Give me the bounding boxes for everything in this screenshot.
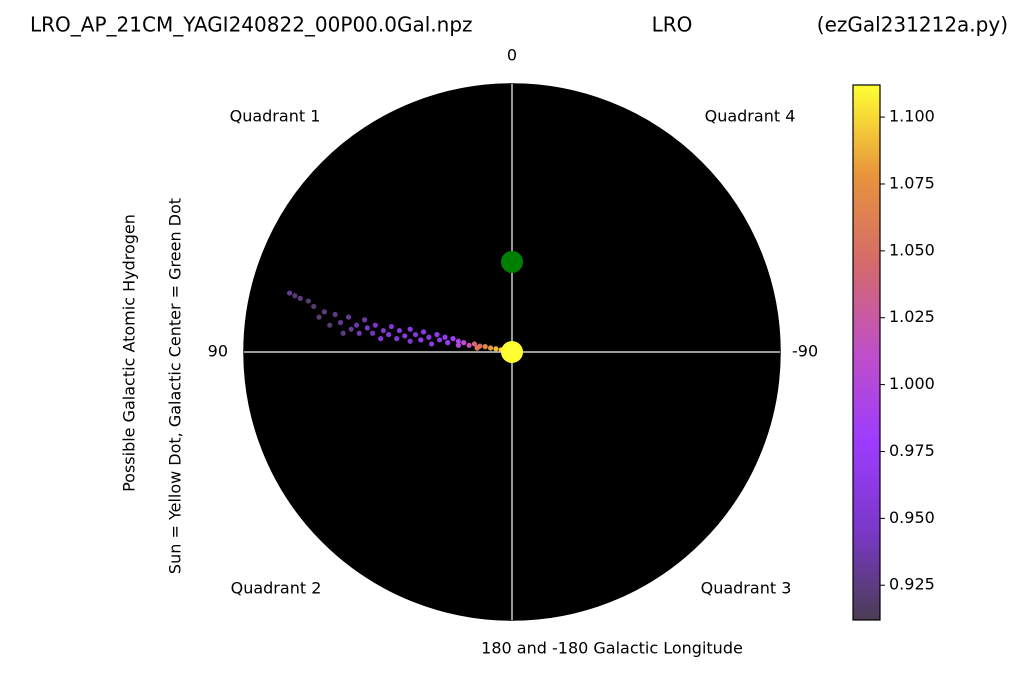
data-point	[362, 317, 368, 323]
data-point	[364, 325, 370, 331]
data-point	[407, 338, 413, 344]
galactic-center-dot	[501, 250, 523, 273]
data-point	[442, 334, 448, 340]
data-point	[455, 342, 461, 348]
data-point	[337, 319, 344, 326]
data-point	[380, 327, 386, 334]
title-left: LRO_AP_21CM_YAGI240822_00P00.0Gal.npz	[30, 13, 473, 37]
data-point	[305, 298, 311, 304]
colorbar-tick-label: 1.050	[889, 240, 935, 259]
data-point	[466, 342, 472, 348]
title-right: (ezGal231212a.py)	[817, 13, 1008, 37]
colorbar-tick-label: 0.950	[889, 508, 935, 527]
data-point	[370, 330, 376, 336]
data-point	[388, 323, 394, 330]
data-point	[321, 309, 327, 315]
quadrant-label: Quadrant 4	[705, 107, 796, 126]
data-point	[386, 331, 392, 338]
data-point	[311, 303, 317, 310]
data-point	[471, 341, 478, 347]
data-point	[353, 322, 360, 328]
data-point	[487, 345, 494, 351]
data-point	[420, 329, 427, 335]
data-point	[450, 336, 456, 342]
y-axis-label: Possible Galactic Atomic Hydrogen	[120, 214, 139, 492]
colorbar-tick-label: 1.075	[889, 173, 935, 192]
data-point	[493, 346, 499, 352]
data-point	[297, 295, 303, 301]
data-point	[434, 331, 440, 338]
colorbar-tick-label: 0.975	[889, 441, 935, 460]
data-point	[445, 340, 451, 346]
sun-dot	[501, 341, 523, 363]
data-point	[316, 314, 322, 320]
data-point	[429, 341, 435, 347]
data-point	[412, 331, 419, 338]
left-label: 90	[208, 342, 228, 361]
data-point	[332, 311, 338, 318]
data-point	[345, 314, 352, 320]
data-point	[407, 326, 413, 332]
data-point	[348, 326, 354, 332]
x-axis-label: 180 and -180 Galactic Longitude	[481, 639, 743, 658]
data-point	[378, 336, 384, 342]
data-point	[340, 330, 346, 336]
data-point	[402, 333, 408, 339]
data-point	[292, 293, 298, 299]
colorbar	[852, 84, 881, 621]
title-center: LRO	[652, 13, 693, 37]
data-point	[396, 327, 403, 334]
data-point	[455, 338, 461, 344]
colorbar-tick-label: 0.925	[889, 575, 935, 594]
data-point	[327, 322, 333, 328]
colorbar-tick-label: 1.100	[889, 107, 935, 126]
data-point	[474, 345, 480, 351]
data-point	[394, 336, 400, 342]
quadrant-label: Quadrant 2	[231, 579, 322, 598]
y-axis-label: Sun = Yellow Dot, Galactic Center = Gree…	[166, 198, 185, 574]
data-point	[482, 344, 488, 350]
data-point	[418, 337, 424, 343]
top-label: 0	[507, 46, 517, 65]
colorbar-tick-label: 1.025	[889, 307, 935, 326]
right-label: -90	[792, 342, 818, 361]
data-point	[286, 290, 293, 296]
colorbar-tick-label: 1.000	[889, 374, 935, 393]
quadrant-label: Quadrant 1	[230, 107, 321, 126]
quadrant-label: Quadrant 3	[701, 579, 792, 598]
data-point	[426, 334, 432, 340]
data-point	[356, 330, 362, 336]
data-point	[437, 337, 443, 343]
data-point	[372, 322, 378, 328]
data-point	[461, 340, 467, 346]
